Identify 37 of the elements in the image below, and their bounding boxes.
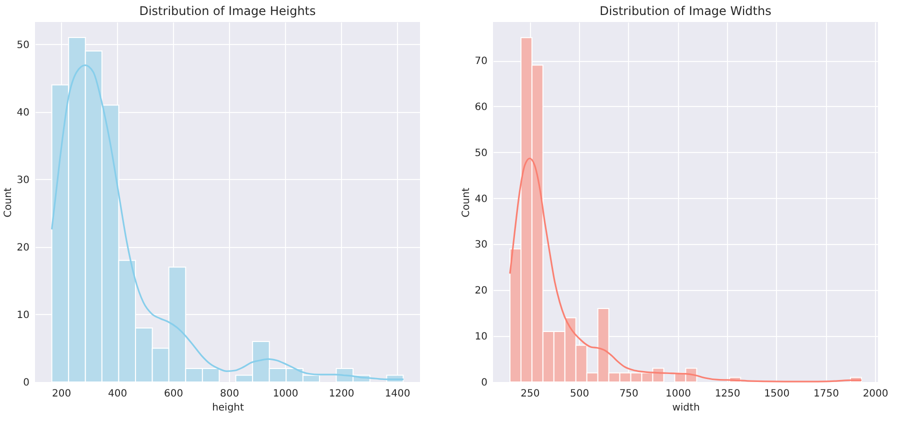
x-tick-label: 1400 xyxy=(384,388,410,400)
line-series xyxy=(51,64,404,380)
x-tick-label: 2000 xyxy=(862,388,888,400)
y-tick-label: 40 xyxy=(474,194,488,205)
x-tick-label: 200 xyxy=(52,388,72,400)
x-tick-label: 750 xyxy=(619,388,638,400)
x-tick-label: 800 xyxy=(220,388,240,400)
y-tick-label: 30 xyxy=(474,240,488,251)
y-tick-label: 40 xyxy=(16,107,30,118)
x-tick-label: 1200 xyxy=(328,388,354,400)
y-tick-label: 30 xyxy=(16,174,30,186)
chart-title: Distribution of Image Widths xyxy=(600,4,772,18)
x-axis-title: width xyxy=(672,402,700,414)
x-tick-label: 600 xyxy=(164,388,184,400)
chart-title: Distribution of Image Heights xyxy=(139,4,316,18)
y-tick-label: 10 xyxy=(474,332,488,343)
y-axis-title: Count xyxy=(460,188,472,218)
y-tick-label: 50 xyxy=(16,40,30,51)
y-tick-label: 0 xyxy=(481,378,488,388)
x-axis-title: height xyxy=(212,402,244,414)
x-tick-label: 400 xyxy=(108,388,128,400)
y-tick-label: 70 xyxy=(474,56,488,68)
x-tick-label: 500 xyxy=(570,388,590,400)
y-tick-label: 60 xyxy=(474,102,488,113)
x-tick-label: 1500 xyxy=(764,388,790,400)
y-tick-label: 20 xyxy=(474,286,488,297)
x-tick-label: 1250 xyxy=(714,388,740,400)
y-tick-label: 20 xyxy=(16,242,30,254)
x-tick-label: 1000 xyxy=(665,388,691,400)
line-series xyxy=(509,158,862,382)
x-tick-label: 250 xyxy=(520,388,540,400)
y-tick-label: 0 xyxy=(23,378,30,388)
x-tick-label: 1750 xyxy=(813,388,839,400)
y-tick-label: 10 xyxy=(16,310,30,321)
y-tick-label: 50 xyxy=(474,148,488,159)
x-tick-label: 1000 xyxy=(272,388,298,400)
y-axis-title: Count xyxy=(2,188,14,218)
